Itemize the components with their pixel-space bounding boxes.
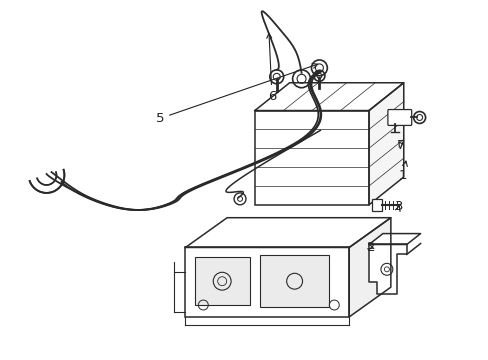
FancyBboxPatch shape [387,109,411,125]
Bar [371,199,381,211]
Text: 5: 5 [155,63,317,125]
Text: 2: 2 [366,241,375,254]
Text: 1: 1 [398,161,407,181]
Bar [254,111,368,205]
Polygon shape [30,170,64,193]
Polygon shape [368,234,420,244]
Text: 4: 4 [196,283,204,301]
Text: 3: 3 [394,200,403,213]
Polygon shape [185,218,390,247]
Text: 7: 7 [396,139,405,152]
Bar [195,257,249,305]
Text: 6: 6 [266,33,276,103]
Polygon shape [368,83,403,205]
Polygon shape [254,83,403,111]
Bar [259,255,328,307]
Bar [185,247,348,317]
Polygon shape [368,244,406,294]
Polygon shape [348,218,390,317]
